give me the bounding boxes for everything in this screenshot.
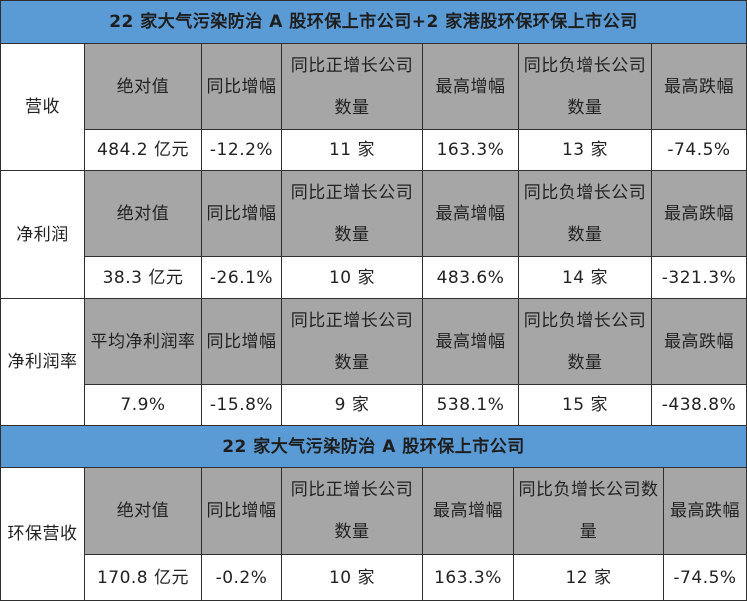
header-cell: 同比正增长公司数量 [282, 171, 423, 257]
value-cell: -321.3% [652, 257, 747, 299]
value-cell: -12.2% [202, 130, 282, 171]
header-cell: 同比增幅 [202, 171, 282, 257]
banner-title-1: 22 家大气污染防治 A 股环保上市公司+2 家港股环保环保上市公司 [0, 0, 747, 44]
header-cell: 同比负增长公司数量 [519, 299, 652, 385]
header-cell: 绝对值 [85, 468, 202, 555]
header-cell: 同比正增长公司数量 [282, 299, 423, 385]
value-cell: -15.8% [202, 385, 282, 426]
header-cell: 最高跌幅 [652, 171, 747, 257]
header-cell: 绝对值 [85, 171, 202, 257]
banner-title-2: 22 家大气污染防治 A 股环保上市公司 [0, 426, 747, 468]
header-cell: 同比负增长公司数量 [514, 468, 664, 555]
header-cell: 同比正增长公司数量 [282, 44, 423, 130]
row-label-net-profit: 净利润 [0, 171, 85, 299]
value-cell: 9 家 [282, 385, 423, 426]
header-cell: 最高增幅 [423, 299, 519, 385]
value-cell: -74.5% [664, 555, 747, 601]
value-cell: 483.6% [423, 257, 519, 299]
value-cell: -0.2% [202, 555, 282, 601]
value-cell: 11 家 [282, 130, 423, 171]
value-cell: 10 家 [282, 257, 423, 299]
value-cell: 163.3% [423, 130, 519, 171]
header-cell: 同比负增长公司数量 [519, 44, 652, 130]
value-cell: 12 家 [514, 555, 664, 601]
value-cell: -438.8% [652, 385, 747, 426]
value-cell: -74.5% [652, 130, 747, 171]
value-cell: 14 家 [519, 257, 652, 299]
value-cell: 163.3% [423, 555, 514, 601]
value-cell: 538.1% [423, 385, 519, 426]
value-cell: 15 家 [519, 385, 652, 426]
header-cell: 同比负增长公司数量 [519, 171, 652, 257]
row-label-net-margin: 净利润率 [0, 299, 85, 426]
value-cell: 38.3 亿元 [85, 257, 202, 299]
header-cell: 最高跌幅 [652, 44, 747, 130]
value-cell: -26.1% [202, 257, 282, 299]
header-cell: 同比正增长公司数量 [282, 468, 423, 555]
value-cell: 170.8 亿元 [85, 555, 202, 601]
header-cell: 绝对值 [85, 44, 202, 130]
header-cell: 同比增幅 [202, 299, 282, 385]
value-cell: 484.2 亿元 [85, 130, 202, 171]
header-cell: 同比增幅 [202, 44, 282, 130]
header-cell: 最高增幅 [423, 44, 519, 130]
header-cell: 最高增幅 [423, 171, 519, 257]
header-cell: 同比增幅 [202, 468, 282, 555]
row-label-revenue: 营收 [0, 44, 85, 171]
header-cell: 最高跌幅 [664, 468, 747, 555]
row-label-env-revenue: 环保营收 [0, 468, 85, 601]
value-cell: 7.9% [85, 385, 202, 426]
value-cell: 10 家 [282, 555, 423, 601]
header-cell: 平均净利润率 [85, 299, 202, 385]
value-cell: 13 家 [519, 130, 652, 171]
header-cell: 最高增幅 [423, 468, 514, 555]
header-cell: 最高跌幅 [652, 299, 747, 385]
